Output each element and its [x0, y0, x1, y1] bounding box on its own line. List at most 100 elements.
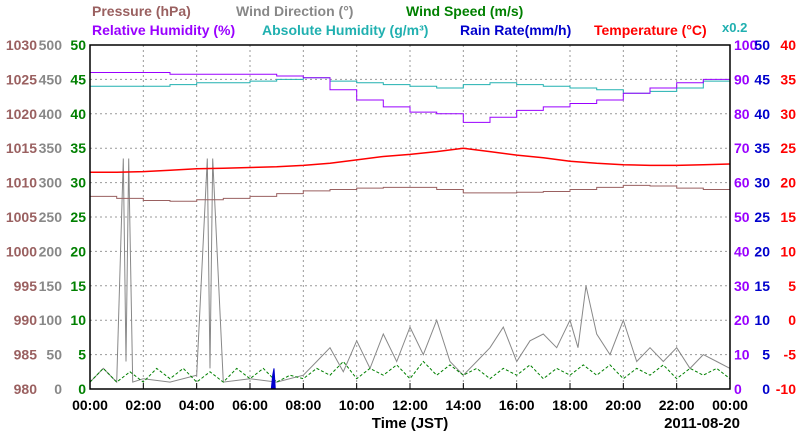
pressure-tick-label: 995 [14, 278, 38, 294]
legend-temperature: Temperature (°C) [594, 22, 707, 38]
pressure-tick-label: 1015 [6, 140, 37, 156]
rain-rate-tick-label: 40 [754, 106, 770, 122]
humidity-tick-label: 40 [734, 243, 750, 259]
rain-rate-tick-label: 15 [754, 278, 770, 294]
legend-wind-speed: Wind Speed (m/s) [406, 3, 523, 19]
wind-direction-tick-label: 450 [39, 71, 63, 87]
x-tick-label: 06:00 [232, 397, 268, 413]
wind-direction-tick-label: 500 [39, 37, 63, 53]
x-tick-label: 00:00 [712, 397, 748, 413]
rain-rate-tick-label: 10 [754, 312, 770, 328]
rain-rate-tick-label: 25 [754, 209, 770, 225]
pressure-tick-label: 985 [14, 347, 38, 363]
wind-speed-tick-label: 40 [70, 106, 86, 122]
legend-row-2: Relative Humidity (%) Absolute Humidity … [92, 22, 707, 38]
rain-rate-tick-label: 5 [762, 347, 770, 363]
humidity-tick-label: 60 [734, 175, 750, 191]
temperature-tick-label: 0 [788, 312, 796, 328]
x-tick-label: 14:00 [445, 397, 481, 413]
temperature-tick-label: 5 [788, 278, 796, 294]
wind-direction-tick-label: 400 [39, 106, 63, 122]
humidity-tick-label: 10 [734, 347, 750, 363]
wind-speed-tick-label: 5 [78, 347, 86, 363]
pressure-tick-label: 1000 [6, 243, 37, 259]
rain-rate-tick-label: 0 [762, 381, 770, 397]
wind-speed-tick-label: 50 [70, 37, 86, 53]
multiplier-label: x0.2 [722, 20, 747, 35]
x-tick-label: 18:00 [552, 397, 588, 413]
x-tick-label: 16:00 [499, 397, 535, 413]
pressure-tick-label: 1005 [6, 209, 37, 225]
x-tick-label: 00:00 [72, 397, 108, 413]
pressure-tick-label: 1020 [6, 106, 37, 122]
legend-row-1: Pressure (hPa) Wind Direction (°) Wind S… [92, 3, 523, 19]
humidity-tick-label: 80 [734, 106, 750, 122]
humidity-tick-label: 20 [734, 312, 750, 328]
rain-rate-tick-label: 30 [754, 175, 770, 191]
wind-speed-tick-label: 30 [70, 175, 86, 191]
humidity-tick-label: 30 [734, 278, 750, 294]
pressure-tick-label: 990 [14, 312, 38, 328]
temperature-tick-label: 20 [780, 175, 796, 191]
x-tick-label: 12:00 [392, 397, 428, 413]
pressure-tick-label: 980 [14, 381, 38, 397]
wind-direction-tick-label: 300 [39, 175, 63, 191]
x-tick-label: 04:00 [179, 397, 215, 413]
wind-speed-tick-label: 25 [70, 209, 86, 225]
humidity-tick-label: 0 [734, 381, 742, 397]
x-tick-label: 08:00 [285, 397, 321, 413]
x-axis-label: Time (JST) [372, 415, 448, 432]
wind-speed-tick-label: 20 [70, 243, 86, 259]
left-axes: 9809859909951000100510101015102010251030… [6, 37, 86, 397]
legend-relative-humidity: Relative Humidity (%) [92, 22, 235, 38]
date-label: 2011-08-20 [664, 415, 740, 432]
relative-humidity-series [90, 72, 731, 123]
temperature-tick-label: 35 [780, 71, 796, 87]
rain-rate-tick-label: 35 [754, 140, 770, 156]
rain-rate-tick-label: 20 [754, 243, 770, 259]
wind-speed-tick-label: 10 [70, 312, 86, 328]
legend-wind-direction: Wind Direction (°) [236, 3, 353, 19]
pressure-tick-label: 1030 [6, 37, 37, 53]
wind-direction-tick-label: 200 [39, 243, 63, 259]
wind-speed-tick-label: 35 [70, 140, 86, 156]
rain-rate-tick-label: 50 [754, 37, 770, 53]
x-tick-label: 02:00 [125, 397, 161, 413]
wind-direction-tick-label: 50 [46, 347, 62, 363]
rain-rate-tick-label: 45 [754, 71, 770, 87]
humidity-tick-label: 100 [734, 37, 758, 53]
x-axis: 00:00 02:00 04:00 06:00 08:00 10:00 12:00 14:00… [72, 383, 748, 413]
legend-rain-rate: Rain Rate(mm/h) [460, 22, 571, 38]
humidity-tick-label: 90 [734, 71, 750, 87]
wind-direction-tick-label: 350 [39, 140, 63, 156]
wind-speed-tick-label: 45 [70, 71, 86, 87]
x-tick-label: 10:00 [339, 397, 375, 413]
humidity-tick-label: 70 [734, 140, 750, 156]
temperature-tick-label: -10 [776, 381, 796, 397]
wind-speed-tick-label: 0 [78, 381, 86, 397]
legend-absolute-humidity: Absolute Humidity (g/m³) [262, 22, 428, 38]
humidity-tick-label: 50 [734, 209, 750, 225]
temperature-tick-label: 25 [780, 140, 796, 156]
temperature-tick-label: 10 [780, 243, 796, 259]
wind-direction-tick-label: 100 [39, 312, 63, 328]
temperature-tick-label: 15 [780, 209, 796, 225]
wind-direction-tick-label: 150 [39, 278, 63, 294]
temperature-series [90, 147, 731, 174]
wind-direction-tick-label: 250 [39, 209, 63, 225]
right-axes: 0102030405060708090100051015202530354045… [734, 37, 796, 397]
temperature-tick-label: 40 [780, 37, 796, 53]
wind-direction-series [89, 158, 731, 384]
pressure-series [90, 184, 731, 202]
legend-pressure: Pressure (hPa) [92, 3, 191, 19]
grid [90, 45, 730, 389]
wind-direction-tick-label: 0 [54, 381, 62, 397]
x-tick-label: 20:00 [605, 397, 641, 413]
x-tick-label: 22:00 [659, 397, 695, 413]
temperature-tick-label: -5 [784, 347, 797, 363]
pressure-tick-label: 1025 [6, 71, 37, 87]
wind-speed-tick-label: 15 [70, 278, 86, 294]
pressure-tick-label: 1010 [6, 175, 37, 191]
